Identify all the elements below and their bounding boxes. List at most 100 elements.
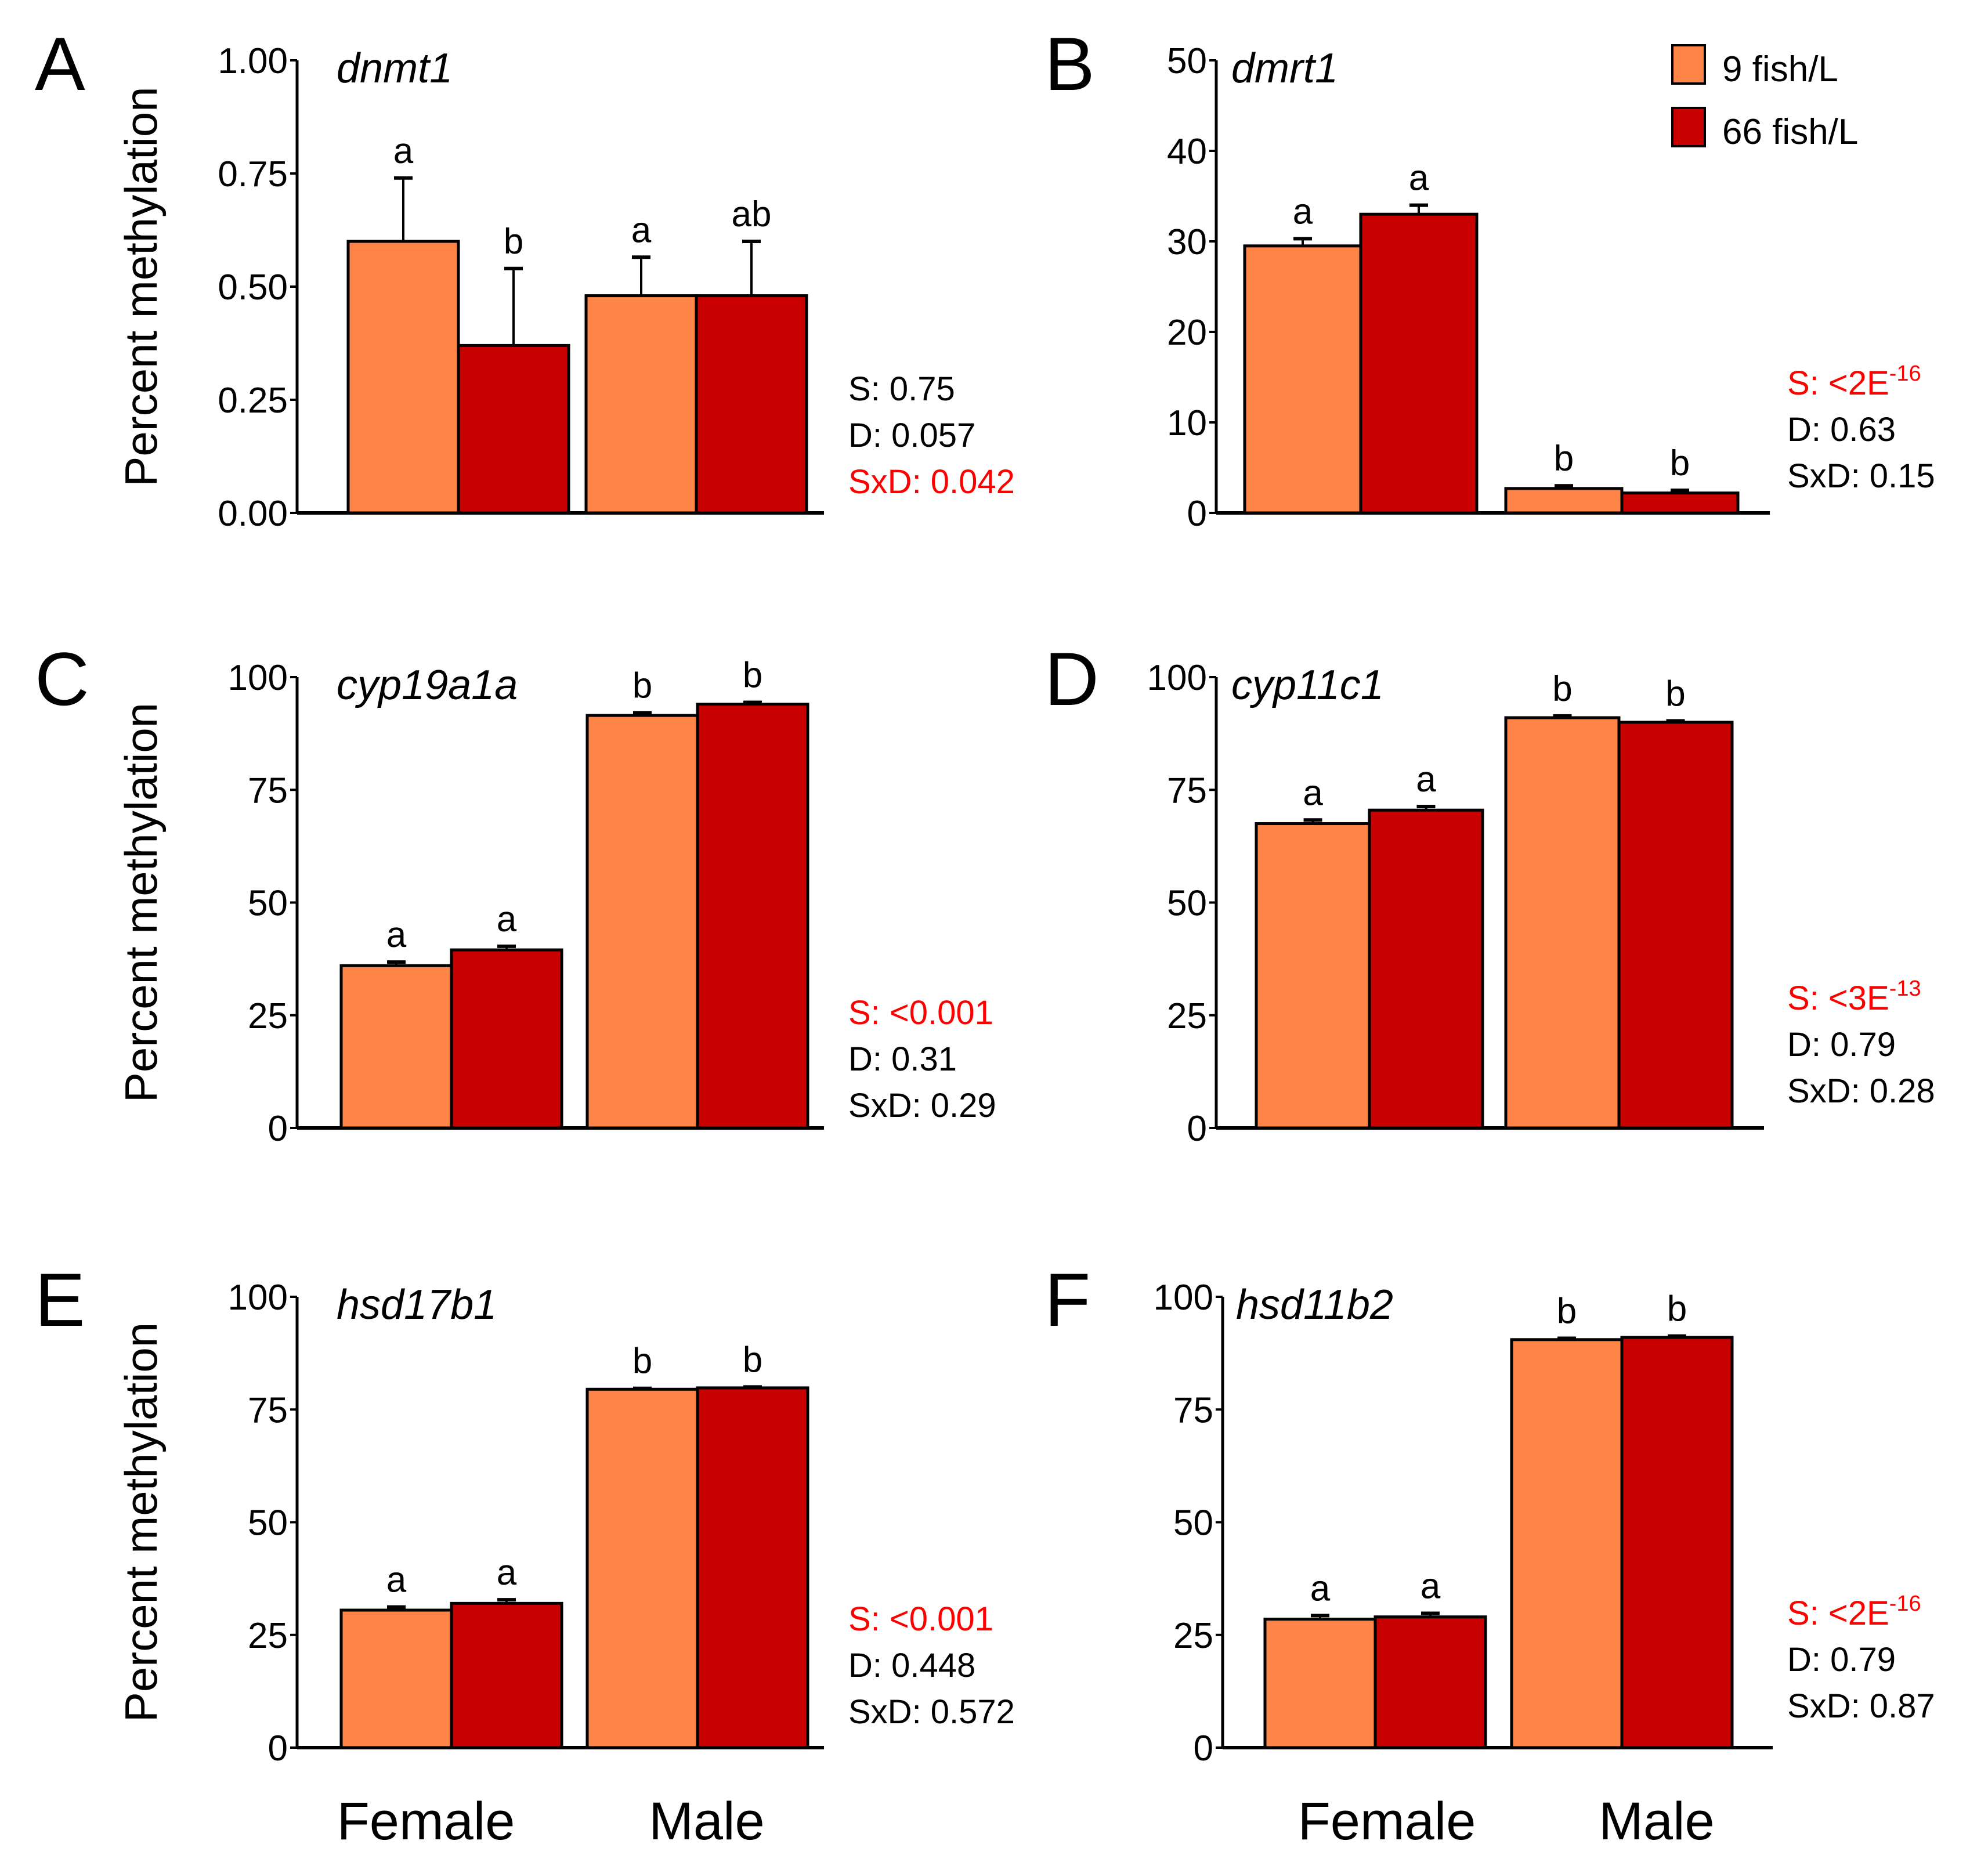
- significance-letter: b: [1667, 1289, 1687, 1329]
- y-tick-label: 10: [1167, 403, 1207, 443]
- stat-text: SxD: 0.15: [1787, 457, 1935, 495]
- y-tick-label: 0: [268, 1728, 288, 1769]
- stat-line: S: 0.75: [848, 370, 955, 408]
- y-axis-label: Percent methylation: [115, 86, 167, 486]
- gene-title: hsd11b2: [1236, 1282, 1393, 1328]
- significance-letter: a: [1420, 1566, 1441, 1606]
- significance-letter: b: [1665, 674, 1685, 714]
- y-tick-label: 100: [1147, 658, 1207, 698]
- y-tick-label: 50: [248, 884, 288, 924]
- stat-line: S: <2E-16: [1787, 1592, 1921, 1632]
- stat-line: S: <0.001: [848, 1600, 993, 1638]
- stat-text: D: 0.79: [1787, 1641, 1896, 1679]
- y-tick-label: 0: [1187, 1109, 1207, 1149]
- y-tick-label: 0.50: [218, 267, 288, 308]
- stat-text: S: <3E: [1787, 979, 1889, 1017]
- panel-e: E Percent methylation hsd17b1 0 25 50 75 100 a a b…: [35, 1257, 1015, 1769]
- bar-low-density: [1504, 716, 1621, 1130]
- stat-line: S: <0.001: [848, 994, 993, 1032]
- significance-letter: a: [497, 899, 517, 939]
- gene-title: dnmt1: [337, 45, 453, 92]
- bar-low-density: [1243, 244, 1362, 515]
- y-tick-label: 100: [228, 658, 288, 698]
- stat-line: S: <2E-16: [1787, 361, 1921, 402]
- significance-letter: a: [1416, 760, 1436, 800]
- x-label-male-right: Male: [1599, 1792, 1714, 1851]
- gene-title: hsd17b1: [337, 1282, 497, 1328]
- stat-text: D: 0.448: [848, 1647, 975, 1684]
- bar-low-density: [1510, 1338, 1624, 1749]
- legend: 9 fish/L 66 fish/L: [1671, 44, 1858, 152]
- bar-high-density: [695, 294, 808, 515]
- x-label-female-left: Female: [337, 1792, 515, 1851]
- y-tick-label: 50: [1173, 1503, 1213, 1543]
- bar-high-density: [457, 343, 570, 515]
- bar-high-density: [1617, 721, 1734, 1130]
- legend-swatch-high-density: [1671, 107, 1706, 147]
- x-label-male-left: Male: [649, 1792, 764, 1851]
- stat-line: D: 0.63: [1787, 411, 1896, 449]
- stat-text: SxD: 0.87: [1787, 1687, 1935, 1725]
- stat-text: D: 0.63: [1787, 411, 1896, 449]
- stat-text: SxD: 0.28: [1787, 1072, 1935, 1110]
- stat-text: S: <0.001: [848, 994, 993, 1032]
- y-axis-label: Percent methylation: [115, 703, 167, 1102]
- panel-letter: A: [35, 21, 85, 106]
- significance-letter: a: [393, 131, 414, 171]
- x-label-female-right: Female: [1298, 1792, 1476, 1851]
- stat-line: SxD: 0.28: [1787, 1072, 1935, 1110]
- significance-letter: a: [1409, 158, 1429, 198]
- y-tick-label: 75: [1173, 1390, 1213, 1430]
- y-tick-label: 0: [1187, 494, 1207, 534]
- stat-line: SxD: 0.572: [848, 1693, 1015, 1731]
- panel-letter: E: [35, 1257, 85, 1342]
- bar-low-density: [339, 1608, 453, 1749]
- bar-high-density: [450, 948, 563, 1130]
- y-tick-label: 1.00: [218, 41, 288, 81]
- y-tick-label: 0.25: [218, 381, 288, 421]
- stat-line: SxD: 0.15: [1787, 457, 1935, 495]
- y-tick-label: 100: [1154, 1278, 1213, 1318]
- stat-exponent: -16: [1889, 361, 1921, 386]
- significance-letter: b: [632, 1341, 652, 1382]
- significance-letter: a: [631, 210, 652, 250]
- stat-line: D: 0.79: [1787, 1641, 1896, 1679]
- significance-letter: a: [497, 1553, 517, 1593]
- y-tick-label: 0.00: [218, 494, 288, 534]
- gene-title: cyp19a1a: [337, 662, 518, 708]
- gene-title: cyp11c1: [1231, 662, 1384, 708]
- legend-label-high-density: 66 fish/L: [1722, 112, 1858, 152]
- y-tick-label: 75: [248, 771, 288, 811]
- stat-text: SxD: 0.572: [848, 1693, 1015, 1731]
- bar-high-density: [1359, 212, 1479, 515]
- significance-letter: a: [1310, 1568, 1331, 1608]
- y-tick-label: 100: [228, 1278, 288, 1318]
- significance-letter: b: [1557, 1291, 1577, 1331]
- significance-letter: b: [743, 1340, 762, 1380]
- y-tick-label: 0.75: [218, 154, 288, 194]
- panel-letter: F: [1044, 1257, 1090, 1342]
- bar-low-density: [584, 294, 698, 515]
- y-tick-label: 25: [1173, 1616, 1213, 1656]
- panel-c: C Percent methylation cyp19a1a 0 25 50 75 100 a a…: [35, 637, 996, 1149]
- significance-letter: b: [504, 222, 523, 262]
- stat-line: D: 0.057: [848, 417, 975, 454]
- gene-title: dmrt1: [1231, 45, 1338, 92]
- y-tick-label: 0: [268, 1109, 288, 1149]
- y-tick-label: 25: [1167, 996, 1207, 1036]
- stat-text: D: 0.31: [848, 1040, 957, 1078]
- bar-low-density: [585, 714, 699, 1130]
- y-axis-label: Percent methylation: [115, 1322, 167, 1722]
- significance-letter: b: [1554, 439, 1574, 479]
- stat-line: D: 0.79: [1787, 1026, 1896, 1064]
- significance-letter: b: [1552, 669, 1572, 709]
- y-tick-label: 25: [248, 1616, 288, 1656]
- y-tick-label: 50: [248, 1503, 288, 1543]
- bar-low-density: [346, 240, 460, 515]
- bar-high-density: [1373, 1615, 1487, 1749]
- stat-text: SxD: 0.042: [848, 463, 1015, 501]
- y-tick-label: 40: [1167, 132, 1207, 172]
- bar-high-density: [696, 703, 809, 1130]
